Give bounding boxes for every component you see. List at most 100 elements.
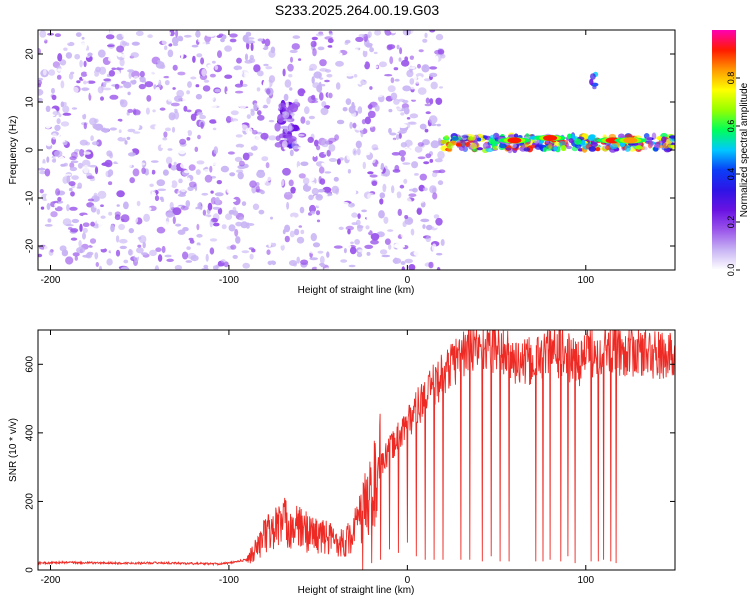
spectrogram-cell: [352, 148, 357, 156]
spectrogram-cell: [234, 156, 243, 162]
spectrogram-cell: [58, 155, 65, 163]
spectrogram-cell: [65, 32, 75, 36]
spectrogram-cell: [46, 142, 52, 147]
spectrogram-cell: [151, 32, 160, 41]
spectrogram-cell: [317, 250, 324, 254]
spectrogram-cell: [285, 99, 289, 108]
spectrogram-cell: [447, 142, 453, 150]
spectrogram-cell: [359, 98, 368, 105]
spectrogram-cell: [396, 225, 405, 230]
spectrogram-cell: [669, 135, 675, 139]
spectrogram-cell: [369, 174, 378, 178]
spectrogram-cell: [226, 186, 235, 194]
spectrogram-cell: [265, 162, 270, 169]
spectrogram-cell: [71, 218, 80, 224]
spectrogram-cell: [89, 164, 97, 168]
spectrogram-cell: [164, 45, 168, 51]
spectrogram-cell: [149, 249, 157, 257]
spectrogram-cell: [244, 94, 251, 102]
spectrogram-cell: [323, 267, 332, 270]
spectrogram-cell: [97, 86, 104, 94]
spectrogram-cell: [312, 242, 321, 248]
spectrogram-cell: [48, 69, 56, 76]
spectrogram-cell: [560, 145, 567, 152]
spectrogram-cell: [60, 139, 66, 143]
spectrogram-cell: [418, 49, 424, 53]
spectrogram-cell: [558, 141, 566, 146]
spectrogram-cell: [406, 117, 411, 120]
spectrogram-cell: [395, 134, 400, 140]
spectrogram-cell: [403, 197, 412, 206]
spectrogram-cell: [123, 259, 129, 264]
spectrogram-cell: [301, 32, 305, 38]
spectrogram-cell: [433, 214, 440, 219]
spectrogram-cell: [220, 165, 229, 173]
spectrogram-cell: [114, 214, 121, 221]
spectrogram-cell: [288, 179, 294, 187]
spectrogram-cell: [134, 253, 139, 258]
spectrogram-cell: [287, 138, 296, 143]
spectrogram-cell: [44, 224, 53, 227]
spectrogram-cell: [157, 188, 167, 192]
spectrogram-cell: [399, 184, 405, 189]
spectrogram-cell: [228, 198, 237, 203]
spectrogram-cell: [93, 204, 99, 208]
spectrogram-cell: [62, 102, 67, 106]
spectrogram-cell: [305, 120, 311, 125]
spectrogram-peak: [623, 137, 638, 144]
spectrogram-cell: [206, 33, 216, 37]
spectrogram-cell: [413, 173, 419, 176]
spectrogram-cell: [382, 118, 386, 127]
spectrogram-cell: [241, 201, 247, 207]
spectrogram-cell: [343, 248, 347, 254]
spectrogram-cell: [234, 90, 244, 94]
spectrogram-cell: [402, 85, 412, 92]
snr-y-axis: 0 200 400 600: [25, 356, 675, 573]
spectrogram-cell: [409, 30, 417, 37]
spectrogram-cell: [228, 224, 236, 232]
spectrogram-cell: [103, 30, 108, 34]
spectrogram-cell: [86, 80, 96, 84]
spectrogram-cell: [99, 78, 103, 83]
spectrogram-cell: [38, 132, 45, 139]
spectrogram-cell: [155, 86, 161, 94]
spectrogram-cell: [68, 181, 76, 187]
spectrogram-cell: [291, 43, 300, 50]
spectrogram-cell: [46, 156, 50, 163]
spectrogram-cell: [328, 106, 333, 115]
spectrogram-cell: [251, 130, 258, 135]
colorbar-tick-label: 0.2: [726, 216, 736, 229]
spectrogram-cell: [44, 65, 52, 69]
spectrogram-cell: [145, 107, 150, 115]
spectrogram-cell: [185, 200, 191, 208]
spectrogram-cell: [256, 100, 264, 109]
spectrogram-cell: [152, 214, 159, 220]
spectrogram-cell: [126, 236, 135, 243]
spectrogram-cell: [73, 99, 80, 104]
spectrogram-cell: [94, 147, 101, 155]
spectrogram-cell: [364, 116, 371, 125]
spectrogram-cell: [348, 203, 355, 208]
spectrogram-cell: [258, 201, 265, 206]
spectrogram-cell: [257, 38, 264, 42]
spectrogram-cell: [101, 127, 110, 133]
spectrogram-cell: [347, 169, 351, 174]
spectrogram-cell: [204, 174, 213, 183]
spectrogram-cell: [72, 86, 79, 93]
spectrogram-cell: [328, 92, 333, 99]
spectrogram-cell: [429, 66, 438, 70]
spectrogram-cell: [425, 111, 431, 115]
spectrogram-cell: [161, 245, 166, 254]
spectrogram-cell: [107, 44, 115, 47]
spectrogram-cell: [118, 129, 122, 133]
spectrogram-cell: [440, 102, 445, 111]
spectrogram-cell: [216, 35, 223, 38]
spectrogram-cell: [413, 56, 421, 63]
spectrogram-cell: [71, 107, 78, 110]
spectrogram-cell: [167, 150, 171, 158]
spectrogram-cell: [165, 156, 173, 165]
spectrogram-cell: [66, 64, 74, 72]
spectrogram-cell: [344, 41, 349, 45]
spectrogram-cell: [161, 38, 171, 46]
spectrogram-cell: [152, 134, 157, 140]
